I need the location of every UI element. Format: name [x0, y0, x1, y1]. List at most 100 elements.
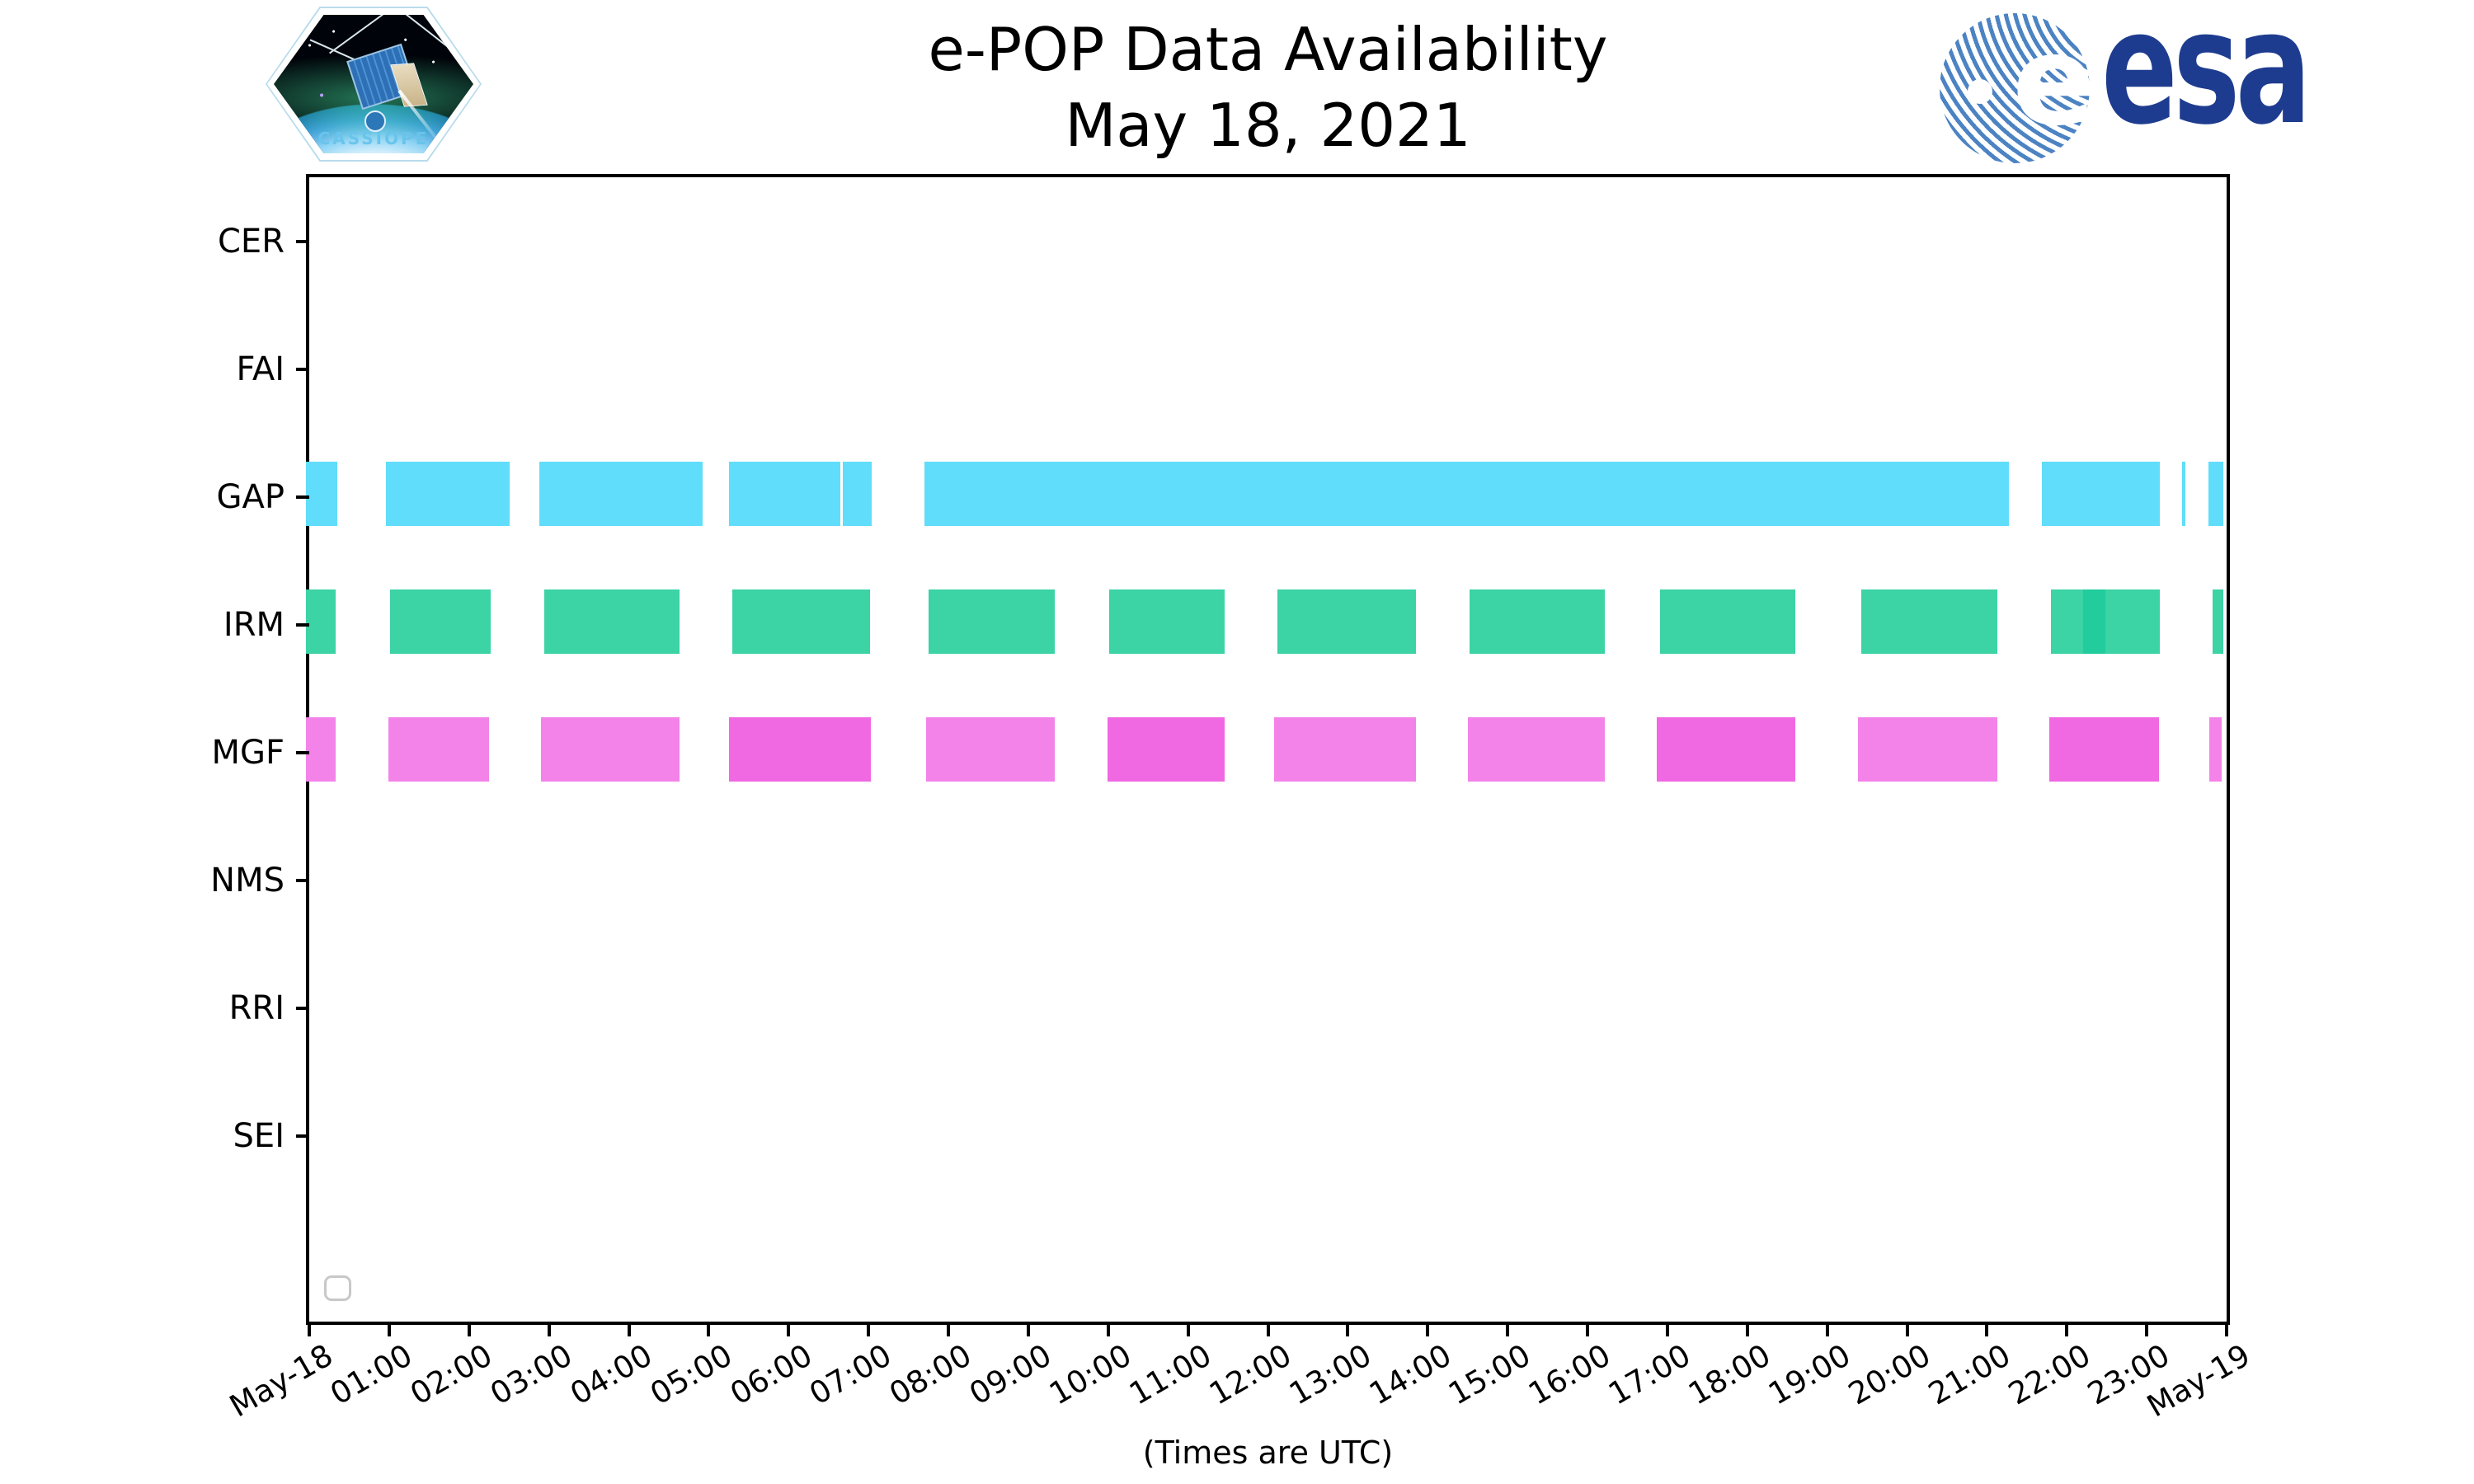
x-label-0800: 08:00 [883, 1337, 978, 1412]
esa-globe-icon: e [1940, 13, 2096, 163]
irm-availability-bar [1660, 589, 1795, 654]
x-tick [1745, 1323, 1749, 1336]
x-label-0600: 06:00 [723, 1337, 818, 1412]
x-tick [467, 1323, 471, 1336]
irm-availability-bar [928, 589, 1055, 654]
gap-availability-bar [2181, 462, 2185, 526]
x-label-0200: 02:00 [404, 1337, 499, 1412]
irm-availability-bar [2213, 589, 2223, 654]
x-label-1600: 16:00 [1522, 1337, 1617, 1412]
x-label-0700: 07:00 [803, 1337, 898, 1412]
x-tick [1186, 1323, 1190, 1336]
mgf-availability-bar [1274, 717, 1416, 782]
y-tick-gap [296, 495, 309, 499]
x-tick [1106, 1323, 1110, 1336]
x-tick [1426, 1323, 1430, 1336]
x-label-1200: 12:00 [1203, 1337, 1297, 1412]
x-tick [1586, 1323, 1589, 1336]
mgf-availability-bar [540, 717, 680, 782]
mgf-availability-bar [925, 717, 1055, 782]
x-label-1700: 17:00 [1602, 1337, 1697, 1412]
x-tick [867, 1323, 871, 1336]
x-label-0400: 04:00 [564, 1337, 658, 1412]
empty-legend-box [324, 1275, 351, 1301]
gap-availability-bar [306, 462, 337, 526]
y-tick-irm [296, 623, 309, 627]
cassiope-patch-label: CASSIOPE [317, 129, 430, 148]
x-label-2000: 20:00 [1842, 1337, 1936, 1412]
x-label-1800: 18:00 [1682, 1337, 1777, 1412]
chart-title-block: e-POP Data Availability May 18, 2021 [309, 12, 2227, 163]
x-tick [1346, 1323, 1350, 1336]
mgf-availability-bar [1657, 717, 1795, 782]
x-label-2200: 22:00 [2001, 1337, 2096, 1412]
page-title: e-POP Data Availability [928, 15, 1608, 84]
x-tick [787, 1323, 791, 1336]
y-label-gap: GAP [216, 478, 285, 516]
x-axis-note: (Times are UTC) [1142, 1435, 1394, 1471]
y-label-nms: NMS [210, 862, 285, 899]
y-label-mgf: MGF [211, 734, 285, 772]
mgf-availability-bar [2048, 717, 2159, 782]
irm-availability-bar [732, 589, 870, 654]
x-label-1400: 14:00 [1362, 1337, 1457, 1412]
x-label-0500: 05:00 [644, 1337, 738, 1412]
gap-availability-bar [924, 462, 2010, 526]
irm-availability-bar [306, 589, 336, 654]
esa-globe-dot-icon [1968, 79, 1992, 104]
irm-availability-bar [1108, 589, 1225, 654]
y-tick-rri [296, 1007, 309, 1010]
x-label-1300: 13:00 [1283, 1337, 1377, 1412]
y-tick-mgf [296, 751, 309, 754]
x-tick [1026, 1323, 1030, 1336]
x-label-1100: 11:00 [1123, 1337, 1218, 1412]
x-label-0900: 09:00 [963, 1337, 1058, 1412]
esa-wordmark: esa [2101, 0, 2312, 159]
y-label-cer: CER [218, 223, 285, 261]
x-tick [1266, 1323, 1270, 1336]
gap-availability-bar [2208, 462, 2223, 526]
x-tick [707, 1323, 711, 1336]
irm-availability-bar [2050, 589, 2160, 654]
x-label-1500: 15:00 [1442, 1337, 1537, 1412]
y-label-rri: RRI [228, 989, 285, 1027]
y-tick-cer [296, 240, 309, 243]
plot-area [306, 174, 2230, 1325]
x-tick [1665, 1323, 1669, 1336]
mgf-availability-bar [2208, 717, 2222, 782]
gap-availability-bar [843, 462, 872, 526]
y-label-fai: FAI [236, 350, 285, 388]
gap-availability-bar [729, 462, 841, 526]
mgf-availability-bar [1467, 717, 1606, 782]
x-tick [2225, 1323, 2228, 1336]
x-tick [1905, 1323, 1909, 1336]
x-tick [2145, 1323, 2149, 1336]
esa-logo: e esa [1940, 0, 2312, 164]
irm-availability-bar [2082, 589, 2105, 654]
page-subtitle-date: May 18, 2021 [1065, 91, 1471, 161]
irm-availability-bar [543, 589, 680, 654]
esa-e-icon: e [2012, 10, 2096, 153]
x-tick [2065, 1323, 2069, 1336]
x-tick [627, 1323, 631, 1336]
cassiope-patch-logo: CASSIOPE [266, 7, 482, 162]
y-tick-sei [296, 1134, 309, 1138]
y-tick-fai [296, 368, 309, 371]
x-tick [1825, 1323, 1829, 1336]
x-tick [1985, 1323, 1989, 1336]
x-tick [947, 1323, 950, 1336]
x-label-0300: 03:00 [484, 1337, 579, 1412]
x-tick [308, 1323, 311, 1336]
x-label-1000: 10:00 [1043, 1337, 1138, 1412]
irm-availability-bar [1470, 589, 1606, 654]
x-tick [387, 1323, 391, 1336]
y-tick-nms [296, 879, 309, 882]
gap-availability-bar [539, 462, 703, 526]
mgf-availability-bar [1858, 717, 1997, 782]
x-tick [1506, 1323, 1510, 1336]
irm-availability-bar [1277, 589, 1416, 654]
mgf-availability-bar [306, 717, 336, 782]
x-label-1900: 19:00 [1762, 1337, 1857, 1412]
x-label-2100: 21:00 [1922, 1337, 2016, 1412]
